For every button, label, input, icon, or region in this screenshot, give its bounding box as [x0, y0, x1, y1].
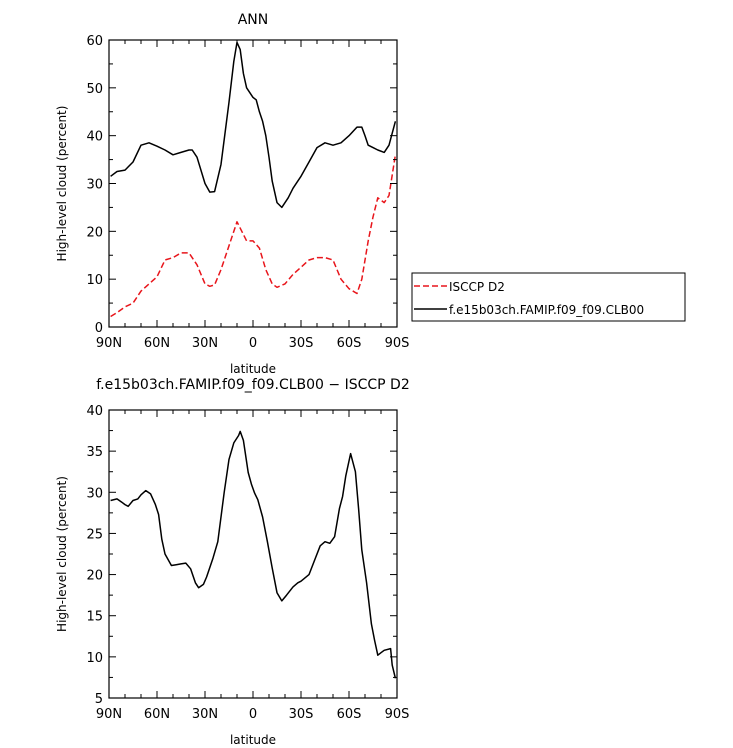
legend-label-isccp: ISCCP D2	[449, 280, 505, 294]
bottom-chart-ytick-label: 35	[86, 445, 103, 460]
bottom-chart-series	[110, 430, 397, 679]
bottom-chart-xtick-label: 90S	[385, 707, 410, 722]
top-chart-title: ANN	[238, 12, 269, 28]
bottom-chart-xtick-label: 60N	[144, 707, 170, 722]
top-chart: ANN 90N 60N 30N 0 30S 60S 90S 0 10 20 30 40 50 60 lat…	[55, 12, 409, 376]
bottom-chart-title: f.e15b03ch.FAMIP.f09_f09.CLB00 − ISCCP D…	[96, 377, 409, 393]
bottom-chart-ytick-label: 20	[86, 569, 103, 584]
top-chart-xtick-label: 30N	[192, 336, 218, 351]
bottom-chart-ytick-label: 10	[86, 651, 103, 666]
legend-label-model: f.e15b03ch.FAMIP.f09_f09.CLB00	[449, 303, 644, 317]
bottom-chart-ytick-label: 5	[95, 692, 103, 707]
bottom-chart-xlabel: latitude	[230, 733, 276, 747]
top-chart-xtick-label: 60S	[337, 336, 362, 351]
top-chart-ytick-label: 0	[95, 321, 103, 336]
top-chart-xtick-label: 60N	[144, 336, 170, 351]
bottom-chart-xtick-label: 30S	[289, 707, 314, 722]
bottom-chart-ytick-label: 30	[86, 486, 103, 501]
legend-box	[411, 272, 686, 322]
top-chart-xtick-label: 30S	[289, 336, 314, 351]
bottom-chart-xtick-label: 30N	[192, 707, 218, 722]
bottom-chart-ticks: 90N 60N 30N 0 30S 60S 90S 5 10 15 20 25 30 35 40	[86, 404, 409, 722]
bottom-chart-series-line-0	[110, 430, 397, 679]
legend: ISCCP D2 f.e15b03ch.FAMIP.f09_f09.CLB00	[411, 272, 686, 322]
top-chart-ylabel: High-level cloud (percent)	[55, 106, 69, 262]
bottom-chart-xtick-label: 60S	[337, 707, 362, 722]
top-chart-ytick-label: 30	[86, 178, 103, 193]
top-chart-xtick-label: 0	[249, 336, 257, 351]
top-chart-ytick-label: 20	[86, 225, 103, 240]
bottom-chart-xtick-label: 0	[249, 707, 257, 722]
top-chart-ytick-label: 60	[86, 34, 103, 49]
top-chart-frame	[108, 39, 398, 328]
bottom-chart: f.e15b03ch.FAMIP.f09_f09.CLB00 − ISCCP D…	[55, 377, 410, 747]
top-chart-series-line-1	[110, 41, 397, 209]
top-chart-xtick-label: 90S	[385, 336, 410, 351]
top-chart-xlabel: latitude	[230, 362, 276, 376]
top-chart-ytick-label: 50	[86, 82, 103, 97]
bottom-chart-ytick-label: 25	[86, 527, 103, 542]
bottom-chart-xtick-label: 90N	[96, 707, 122, 722]
top-chart-series	[110, 41, 397, 318]
top-chart-ytick-label: 10	[86, 273, 103, 288]
top-chart-series-line-0	[110, 154, 397, 318]
top-chart-xtick-label: 90N	[96, 336, 122, 351]
bottom-chart-frame	[108, 409, 398, 699]
bottom-chart-ytick-label: 40	[86, 404, 103, 419]
bottom-chart-ytick-label: 15	[86, 610, 103, 625]
top-chart-ytick-label: 40	[86, 130, 103, 145]
top-chart-ticks: 90N 60N 30N 0 30S 60S 90S 0 10 20 30 40 50 60	[86, 34, 409, 351]
bottom-chart-ylabel: High-level cloud (percent)	[55, 476, 69, 632]
